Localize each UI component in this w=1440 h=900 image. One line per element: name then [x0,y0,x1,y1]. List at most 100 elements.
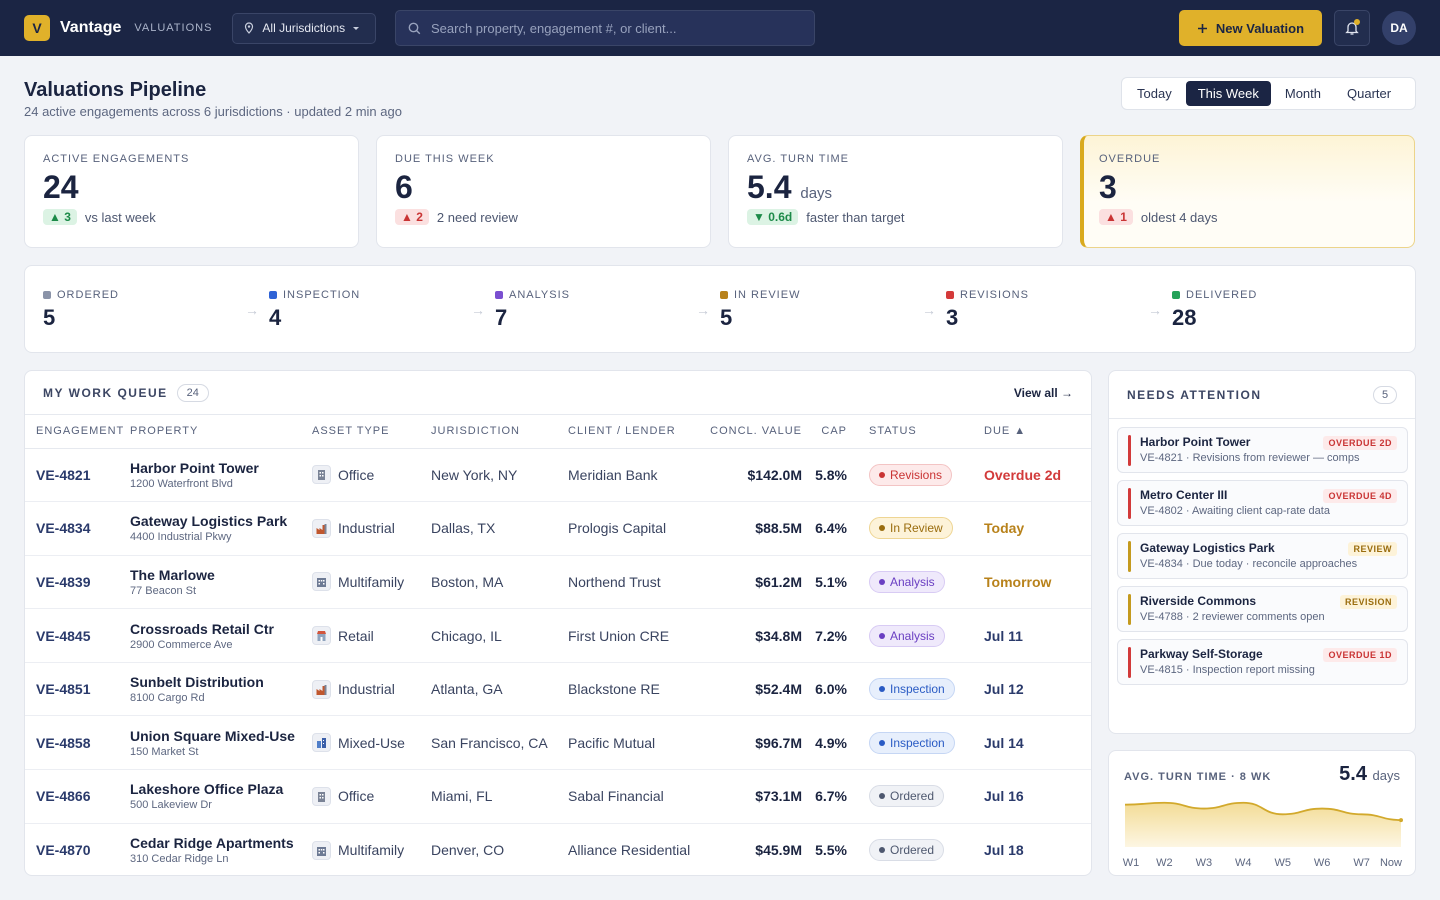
property-name[interactable]: Sunbelt Distribution [130,674,264,691]
client-lender: Meridian Bank [568,448,704,503]
property-name[interactable]: The Marlowe [130,566,215,583]
page-title: Valuations Pipeline [24,79,207,101]
stage-color-swatch [269,291,277,299]
new-valuation-button[interactable]: New Valuation [1179,10,1322,46]
arrow-right-icon: → [1148,302,1162,318]
status-badge[interactable]: Revisions [869,463,953,486]
chart-title: AVG. TURN TIME · 8 WK [1124,771,1272,783]
jurisdiction: Chicago, IL [431,608,568,663]
kpi-due-this-week: DUE THIS WEEK 6 ▲ 2 2 need review [376,135,711,248]
status-dot [879,632,885,639]
severity-bar [1128,594,1131,625]
attention-detail: VE-4815 · Inspection report missing [1140,664,1315,676]
asset-type: Multifamily [338,573,405,590]
engagement-id[interactable]: VE-4839 [25,555,130,610]
range-today[interactable]: Today [1137,86,1172,101]
table-row[interactable]: VE-4845 Crossroads Retail Ctr 2900 Commerc… [25,608,1091,663]
property-cell: Union Square Mixed-Use 150 Market St [130,715,312,771]
stage-analysis[interactable]: ANALYSIS 7 [495,289,570,331]
status-cell: Ordered [869,823,984,875]
asset-type: Industrial [338,520,395,537]
search-input[interactable] [431,20,802,36]
status-badge[interactable]: Analysis [869,570,945,593]
column-header-due[interactable]: DUE ▲ [984,415,1091,449]
property-name[interactable]: Cedar Ridge Apartments [130,835,294,852]
engagement-id[interactable]: VE-4821 [25,448,130,503]
range-month[interactable]: Month [1284,86,1322,101]
attention-item[interactable]: Harbor Point Tower VE-4821 · Revisions fr… [1117,427,1408,473]
table-row[interactable]: VE-4866 Lakeshore Office Plaza 500 Lakevie… [25,769,1091,824]
stage-count: 3 [946,305,959,330]
table-row[interactable]: VE-4870 Cedar Ridge Apartments 310 Cedar R… [25,823,1091,875]
stage-revisions[interactable]: REVISIONS 3 [946,289,1029,331]
app-logo[interactable]: V [24,15,50,41]
engagement-id[interactable]: VE-4845 [25,608,130,663]
due-date: Tomorrow [984,555,1091,610]
engagement-id[interactable]: VE-4866 [25,769,130,824]
kpi-value: 24 [43,169,79,205]
column-header-property[interactable]: PROPERTY [130,415,312,449]
asset-type-cell: Industrial [312,501,431,556]
notifications-button[interactable] [1334,10,1370,46]
stage-ordered[interactable]: ORDERED 5 [43,289,119,331]
table-row[interactable]: VE-4839 The Marlowe 77 Beacon St Multifamil… [25,555,1091,610]
stage-color-swatch [720,291,728,299]
stage-inspection[interactable]: INSPECTION 4 [269,289,360,331]
engagement-id[interactable]: VE-4834 [25,501,130,556]
table-row[interactable]: VE-4834 Gateway Logistics Park 4400 Indust… [25,501,1091,556]
table-row[interactable]: VE-4821 Harbor Point Tower 1200 Waterfront… [25,448,1091,503]
status-badge[interactable]: Ordered [869,785,945,808]
property-address: 77 Beacon St [130,584,197,597]
status-badge[interactable]: Inspection [869,678,955,701]
stage-count: 4 [269,305,282,330]
kpi-note: 2 need review [436,209,518,225]
property-cell: The Marlowe 77 Beacon St [130,555,312,610]
property-name[interactable]: Lakeshore Office Plaza [130,781,284,798]
range-this-week[interactable]: This Week [1185,81,1271,106]
property-name[interactable]: Gateway Logistics Park [130,513,288,530]
stage-in-review[interactable]: IN REVIEW 5 [720,289,800,331]
engagement-id[interactable]: VE-4870 [36,842,91,859]
property-name[interactable]: Harbor Point Tower [130,459,259,476]
table-row[interactable]: VE-4858 Union Square Mixed-Use 150 Market … [25,715,1091,771]
view-all-link[interactable]: View all → [1013,385,1073,400]
property-name[interactable]: Union Square Mixed-Use [130,727,295,744]
stage-delivered[interactable]: DELIVERED 28 [1172,289,1257,331]
column-header-asset-type[interactable]: ASSET TYPE [312,415,431,449]
attention-item[interactable]: Parkway Self-Storage VE-4815 · Inspection… [1117,639,1408,685]
property-address: 1200 Waterfront Blvd [130,477,233,490]
engagement-id[interactable]: VE-4851 [25,662,130,717]
status-label: Ordered [890,789,935,804]
jurisdiction-dropdown[interactable]: All Jurisdictions [232,12,377,44]
attention-item[interactable]: Metro Center III VE-4802 · Awaiting clien… [1117,480,1408,526]
column-header-value[interactable]: CONCL. VALUE [704,415,802,449]
asset-type: Retail [338,627,374,644]
property-cell: Lakeshore Office Plaza 500 Lakeview Dr [130,769,312,824]
stage-label-text: ANALYSIS [509,289,570,301]
attention-item[interactable]: Gateway Logistics Park VE-4834 · Due toda… [1117,533,1408,579]
cap-rate: 6.4% [802,501,869,556]
jurisdiction: Miami, FL [431,769,568,824]
column-header-jurisdiction[interactable]: JURISDICTION [431,415,568,449]
column-header-engagement[interactable]: ENGAGEMENT [25,415,130,449]
status-badge[interactable]: In Review [869,517,953,540]
property-address: 4400 Industrial Pkwy [130,531,232,544]
property-name[interactable]: Crossroads Retail Ctr [130,620,274,637]
status-label: Analysis [890,574,935,589]
asset-type: Industrial [338,681,395,698]
column-header-client[interactable]: CLIENT / LENDER [568,415,704,449]
status-badge[interactable]: Analysis [869,624,945,647]
column-header-cap[interactable]: CAP [802,415,869,449]
asset-type-cell: Industrial [312,662,431,717]
range-quarter[interactable]: Quarter [1347,86,1392,101]
avatar[interactable]: DA [1382,11,1416,45]
column-header-status[interactable]: STATUS [869,415,984,449]
concluded-value: $142.0M [704,448,802,503]
stage-label-text: IN REVIEW [734,289,801,301]
asset-type-cell: Multifamily [312,555,431,610]
table-row[interactable]: VE-4851 Sunbelt Distribution 8100 Cargo Rd… [25,662,1091,717]
engagement-id[interactable]: VE-4858 [25,715,130,771]
status-badge[interactable]: Inspection [869,731,955,754]
status-badge[interactable]: Ordered [869,839,945,862]
attention-item[interactable]: Riverside Commons VE-4788 · 2 reviewer co… [1117,586,1408,632]
